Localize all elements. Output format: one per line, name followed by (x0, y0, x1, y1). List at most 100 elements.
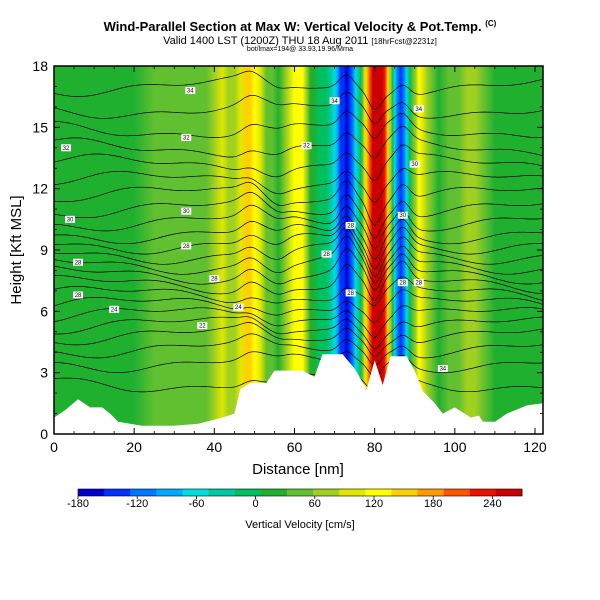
colorbar-swatch (495, 489, 523, 496)
theta-contour-label: 28 (73, 258, 84, 266)
x-tick-label: 120 (523, 439, 547, 455)
contour-label-background (61, 144, 72, 152)
colorbar-swatch (182, 489, 209, 496)
theta-contour-labels: 34 34 34 32 32 32 30 30 30 30 28 28 28 28 28 28 28 28 28 24… (61, 87, 448, 373)
theta-contour-line (54, 322, 543, 357)
theta-contour-label: 30 (397, 211, 408, 219)
contour-label-text: 22 (199, 324, 206, 330)
theta-contour-label: 30 (65, 215, 76, 223)
contour-label-background (397, 211, 408, 219)
theta-contour-label: 32 (61, 144, 72, 152)
contour-label-background (181, 242, 192, 250)
theta-contour-line (54, 260, 543, 302)
contour-label-text: 32 (303, 144, 310, 150)
colorbar-swatch (130, 489, 157, 496)
x-tick-label: 40 (207, 439, 223, 455)
colorbar-tick-label: -180 (67, 498, 89, 510)
x-tick-label: 100 (443, 439, 467, 455)
contour-label-text: 30 (411, 162, 418, 168)
theta-contour-line (54, 111, 543, 139)
theta-contour-label: 34 (185, 87, 196, 95)
contour-label-background (209, 275, 220, 283)
colorbar-swatch (391, 489, 418, 496)
colorbar-tick-label: -120 (126, 498, 148, 510)
contour-label-text: 28 (211, 277, 218, 283)
theta-contour-label: 22 (197, 322, 208, 330)
contour-label-background (181, 207, 192, 215)
y-axis: 0 3 6 9 12 15 18 (32, 58, 543, 442)
colorbar-tick-label: 120 (365, 498, 383, 510)
colorbar-swatch (443, 489, 471, 496)
colorbar-frame (77, 488, 523, 497)
contour-label-text: 28 (75, 260, 82, 266)
colorbar-swatch (313, 489, 340, 496)
colorbar-tick-label: 0 (253, 498, 259, 510)
contour-label-background (409, 160, 420, 168)
theta-contour-line (54, 333, 543, 366)
colorbar-swatch (365, 489, 392, 496)
theta-contour-label: 28 (413, 279, 424, 287)
theta-contour-line (54, 191, 543, 239)
contour-label-background (413, 105, 424, 113)
chart-title-text: Wind-Parallel Section at Max W: Vertical… (103, 19, 482, 34)
theta-contour-label: 28 (73, 291, 84, 299)
contour-label-background (397, 279, 408, 287)
theta-contour-line (54, 235, 543, 284)
contour-label-background (301, 142, 312, 150)
colorbar-swatch (469, 489, 497, 496)
theta-contour-line (54, 351, 543, 378)
contour-label-background (73, 258, 84, 266)
contour-label-text: 32 (183, 136, 190, 142)
theta-contour-line (54, 204, 543, 249)
contour-label-text: 24 (235, 305, 242, 311)
colorbar-swatch (286, 489, 314, 496)
contour-label-text: 28 (75, 293, 82, 299)
theta-contour-line (54, 305, 543, 338)
theta-contour-label: 28 (345, 289, 356, 297)
contour-label-text: 32 (63, 146, 70, 152)
contour-label-text: 34 (439, 367, 446, 373)
theta-contour-label: 32 (301, 142, 312, 150)
x-axis: 0 20 40 60 80 100 120 (50, 66, 547, 455)
theta-contour-label: 34 (329, 97, 340, 105)
y-tick-label: 0 (40, 426, 48, 442)
theta-contour-line (54, 168, 543, 203)
theta-contour-label: 24 (233, 303, 244, 311)
theta-contour-line (54, 289, 543, 323)
contour-label-background (65, 215, 76, 223)
location-line: bot/lmax=194@ 33.93,19.96/Mrna (246, 46, 354, 53)
contour-label-background (321, 250, 332, 258)
colorbar-swatch (78, 489, 105, 496)
contour-label-text: 30 (399, 213, 406, 219)
x-tick-label: 60 (287, 439, 303, 455)
theta-contour-label: 30 (181, 207, 192, 215)
colorbar-tick-label: 240 (483, 498, 501, 510)
theta-contour-line (54, 126, 543, 159)
theta-contour-label: 32 (181, 134, 192, 142)
colorbar-tick-label: -60 (188, 498, 204, 510)
contour-label-text: 28 (415, 281, 422, 287)
colorbar-swatch (104, 489, 131, 496)
contour-label-background (329, 97, 340, 105)
contour-label-text: 34 (187, 89, 194, 95)
contour-label-text: 24 (111, 307, 118, 313)
contour-label-background (73, 291, 84, 299)
colorbar-swatch (339, 489, 366, 496)
x-tick-label: 0 (50, 439, 58, 455)
x-tick-label: 80 (367, 439, 383, 455)
theta-contour-line (54, 91, 543, 124)
theta-contours (54, 70, 543, 394)
contour-label-background (345, 221, 356, 229)
theta-contour-line (54, 248, 543, 291)
theta-contour-label: 28 (397, 279, 408, 287)
copyright-mark: (C) (485, 19, 497, 28)
contour-label-background (233, 303, 244, 311)
contour-label-background (197, 322, 208, 330)
terrain-mask (54, 354, 543, 434)
x-tick-label: 20 (126, 439, 142, 455)
colorbar-swatch (234, 489, 262, 496)
contour-label-text: 28 (183, 244, 190, 250)
y-tick-label: 18 (32, 58, 48, 74)
colorbar-tick-label: 60 (309, 498, 321, 510)
